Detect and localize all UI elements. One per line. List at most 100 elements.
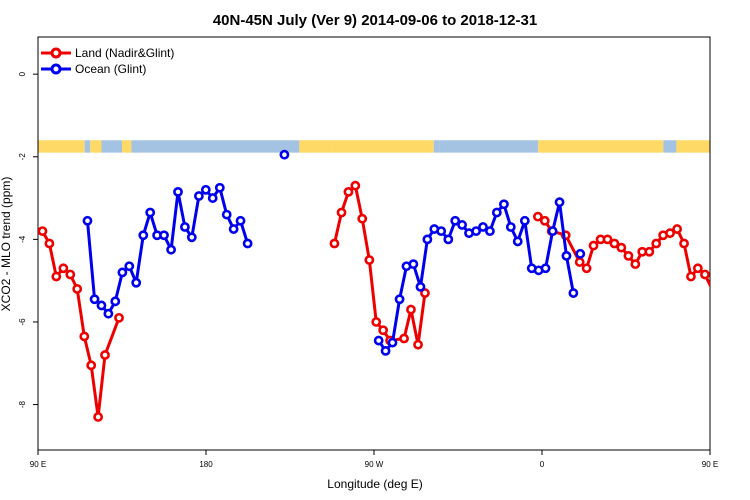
ocean-data-point xyxy=(450,215,461,226)
ocean-data-point xyxy=(194,191,204,201)
land-ocean-segment xyxy=(101,140,122,153)
ocean-data-point xyxy=(200,184,211,195)
ocean-data-point xyxy=(485,226,495,237)
land-ocean-segment xyxy=(90,140,102,153)
land-data-point xyxy=(700,269,710,280)
ocean-data-point xyxy=(173,186,183,197)
land-data-point xyxy=(399,333,409,344)
ocean-data-point xyxy=(110,296,121,307)
land-data-point xyxy=(371,317,382,327)
ocean-data-point xyxy=(228,224,239,234)
y-tick-label: -2 xyxy=(18,153,27,161)
ocean-data-point xyxy=(422,234,433,245)
ocean-data-point xyxy=(96,300,107,311)
ocean-data-point xyxy=(221,209,232,220)
land-data-point xyxy=(532,211,543,222)
chart-title: 40N-45N July (Ver 9) 2014-09-06 to 2018-… xyxy=(213,12,537,29)
land-data-point xyxy=(114,312,124,323)
ocean-data-point xyxy=(214,182,225,193)
land-data-point xyxy=(336,207,347,218)
land-data-point xyxy=(679,238,689,249)
land-series-line xyxy=(537,215,710,289)
y-tick-label: -6 xyxy=(18,318,27,326)
land-data-point xyxy=(539,215,550,226)
ocean-data-point xyxy=(499,199,509,210)
ocean-data-point xyxy=(82,215,93,226)
land-data-point xyxy=(79,331,90,342)
legend-land-label: Land (Nadir&Glint) xyxy=(75,46,174,60)
land-data-point xyxy=(616,242,627,253)
ocean-data-point xyxy=(561,250,572,261)
ocean-data-point xyxy=(279,149,290,160)
ocean-data-point xyxy=(117,267,128,278)
ocean-data-point xyxy=(235,215,246,226)
ocean-data-point xyxy=(436,226,447,237)
ocean-data-point xyxy=(124,261,135,272)
ocean-data-point xyxy=(512,236,523,247)
land-ocean-segment xyxy=(433,140,440,153)
land-data-point xyxy=(574,257,585,267)
ocean-data-point xyxy=(408,259,419,270)
land-ocean-segment xyxy=(663,140,677,153)
land-data-point xyxy=(51,271,62,282)
ocean-data-point xyxy=(505,222,516,232)
ocean-data-point xyxy=(180,222,190,232)
ocean-data-point xyxy=(242,238,253,249)
land-data-point xyxy=(588,240,599,251)
land-data-point xyxy=(364,255,375,265)
land-data-point xyxy=(602,234,613,245)
land-data-point xyxy=(38,226,48,237)
series-ocean-group xyxy=(82,149,750,356)
land-data-point xyxy=(581,263,592,274)
ocean-data-point xyxy=(373,335,384,346)
land-data-point xyxy=(378,325,389,336)
y-tick-label: 0 xyxy=(18,71,27,76)
ocean-data-point xyxy=(415,281,426,292)
land-data-point xyxy=(665,228,675,239)
land-ocean-segment xyxy=(84,140,91,153)
ocean-data-point xyxy=(186,232,197,243)
land-data-point xyxy=(329,238,340,249)
land-data-point xyxy=(623,250,634,261)
land-data-point xyxy=(692,263,703,274)
ocean-data-point xyxy=(443,234,454,245)
ocean-data-point xyxy=(471,226,482,237)
ocean-data-point xyxy=(138,230,149,241)
ocean-data-point xyxy=(478,222,488,232)
x-tick-label: 180 xyxy=(199,460,213,469)
land-data-point xyxy=(672,224,683,234)
land-data-point xyxy=(406,304,416,315)
land-data-point xyxy=(413,339,423,350)
x-tick-label: 0 xyxy=(540,460,545,469)
legend-ocean-marker xyxy=(50,63,62,75)
ocean-data-point xyxy=(491,207,502,218)
land-series-line xyxy=(41,230,121,419)
ocean-data-point xyxy=(387,337,398,348)
land-data-point xyxy=(350,180,361,191)
land-data-point xyxy=(65,269,76,280)
ocean-data-point xyxy=(103,308,114,319)
ocean-data-point xyxy=(575,248,586,259)
ocean-data-point xyxy=(554,197,565,208)
land-ocean-segment xyxy=(299,140,333,153)
x-tick-label: 90 E xyxy=(702,460,718,469)
land-ocean-segment xyxy=(131,140,300,153)
land-data-point xyxy=(93,412,104,422)
land-data-point xyxy=(420,288,430,298)
ocean-data-point xyxy=(380,345,391,356)
x-axis-label: Longitude (deg E) xyxy=(327,477,422,491)
ocean-data-point xyxy=(131,277,142,288)
land-data-point xyxy=(644,246,655,257)
land-data-point xyxy=(58,263,69,274)
y-tick-label: -4 xyxy=(18,235,27,243)
y-axis-label: XCO2 - MLO trend (ppm) xyxy=(0,177,13,312)
land-data-point xyxy=(651,238,662,249)
land-data-point xyxy=(343,186,354,197)
ocean-data-point xyxy=(207,193,218,203)
ocean-series-line xyxy=(722,213,750,314)
land-ocean-segment xyxy=(38,140,85,153)
x-tick-label: 90 W xyxy=(365,460,384,469)
series-land-group xyxy=(38,180,710,422)
ocean-data-point xyxy=(394,294,405,305)
